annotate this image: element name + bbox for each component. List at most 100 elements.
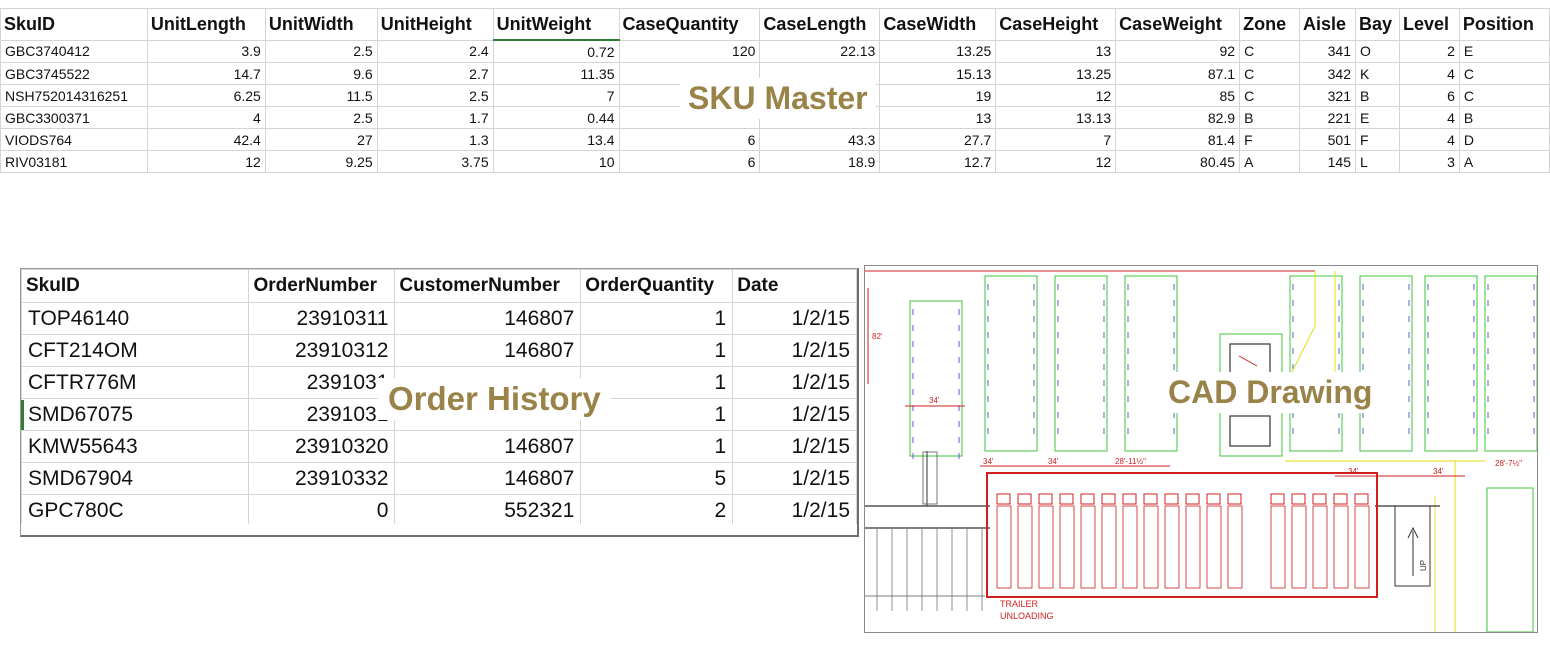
table-cell[interactable]: 92 [1115,39,1241,63]
table-cell[interactable]: 85 [1115,84,1241,107]
column-header[interactable]: OrderQuantity [580,269,734,303]
table-cell[interactable]: O [1355,39,1400,63]
table-cell[interactable]: 1/2/15 [732,494,857,527]
table-cell[interactable]: 13.4 [492,128,620,151]
table-cell[interactable]: 3.75 [376,150,494,173]
table-cell[interactable]: 321 [1299,84,1356,107]
table-cell[interactable]: 19 [879,84,997,107]
table-cell[interactable]: 13 [995,39,1117,63]
table-cell[interactable]: 15.13 [879,62,997,85]
table-cell[interactable]: GBC3740412 [0,39,148,63]
table-cell[interactable]: B [1458,106,1550,129]
table-cell[interactable]: A [1239,150,1301,173]
table-cell[interactable]: 1/2/15 [732,302,857,335]
table-cell[interactable]: K [1355,62,1400,85]
table-cell[interactable]: 13.25 [995,62,1117,85]
table-cell[interactable]: 2 [1398,39,1460,63]
column-header[interactable]: CaseHeight [995,8,1117,41]
table-cell[interactable]: RIV03181 [0,150,148,173]
table-cell[interactable]: 23910311 [248,302,396,335]
table-cell[interactable]: 1.3 [376,128,494,151]
column-header[interactable]: SkuID [21,269,250,303]
table-cell[interactable]: 6 [618,150,761,173]
table-cell[interactable]: 146807 [394,430,582,463]
table-cell[interactable]: C [1458,62,1550,85]
table-cell[interactable]: 0.44 [492,106,620,129]
table-cell[interactable]: 1/2/15 [732,430,857,463]
table-cell[interactable]: 146807 [394,334,582,367]
table-cell[interactable]: 2.4 [376,39,494,63]
table-cell[interactable]: 27.7 [879,128,997,151]
table-cell[interactable]: 12 [995,150,1117,173]
table-cell[interactable]: 146807 [394,302,582,335]
table-cell[interactable]: 2.7 [376,62,494,85]
column-header[interactable]: Bay [1355,8,1400,41]
table-cell[interactable]: GBC3745522 [0,62,148,85]
column-header[interactable]: CaseQuantity [618,8,761,41]
table-cell[interactable]: CFTR776M [21,366,250,399]
table-cell[interactable]: 12.7 [879,150,997,173]
table-cell[interactable]: 2.5 [264,106,378,129]
table-cell[interactable]: 145 [1299,150,1356,173]
table-cell[interactable]: 4 [1398,106,1460,129]
table-cell[interactable]: CFT214OM [21,334,250,367]
table-cell[interactable]: 501 [1299,128,1356,151]
table-cell[interactable]: 11.5 [264,84,378,107]
table-cell[interactable]: C [1458,84,1550,107]
column-header[interactable]: UnitWidth [264,8,378,41]
table-cell[interactable]: C [1239,84,1301,107]
table-cell[interactable]: L [1355,150,1400,173]
table-cell[interactable]: 5 [580,462,734,495]
table-cell[interactable]: 42.4 [146,128,266,151]
column-header[interactable]: UnitHeight [376,8,494,41]
table-cell[interactable]: 18.9 [759,150,881,173]
table-cell[interactable]: 6 [1398,84,1460,107]
column-header[interactable]: OrderNumber [248,269,396,303]
column-header[interactable]: Date [732,269,857,303]
table-cell[interactable]: D [1458,128,1550,151]
column-header[interactable]: CaseWeight [1115,8,1241,41]
table-cell[interactable]: 43.3 [759,128,881,151]
table-cell[interactable]: 3.9 [146,39,266,63]
column-header[interactable]: Zone [1239,8,1301,41]
table-cell[interactable]: 82.9 [1115,106,1241,129]
table-cell[interactable]: 13 [879,106,997,129]
table-cell[interactable]: SMD67904 [21,462,250,495]
column-header[interactable]: UnitLength [146,8,266,41]
table-cell[interactable]: 221 [1299,106,1356,129]
table-cell[interactable]: 6.25 [146,84,266,107]
table-cell[interactable]: B [1355,84,1400,107]
table-cell[interactable]: 552321 [394,494,582,527]
table-cell[interactable]: GBC3300371 [0,106,148,129]
table-cell[interactable]: TOP46140 [21,302,250,335]
table-cell[interactable]: A [1458,150,1550,173]
table-cell[interactable]: 1/2/15 [732,462,857,495]
table-cell[interactable]: 27 [264,128,378,151]
table-cell[interactable]: 23910320 [248,430,396,463]
table-cell[interactable]: 4 [146,106,266,129]
table-cell[interactable]: 10 [492,150,620,173]
table-cell[interactable]: 80.45 [1115,150,1241,173]
column-header[interactable]: SkuID [0,8,148,41]
table-cell[interactable]: 2391031 [248,398,396,431]
table-cell[interactable]: 9.6 [264,62,378,85]
table-cell[interactable]: 1/2/15 [732,334,857,367]
table-cell[interactable]: 1.7 [376,106,494,129]
table-cell[interactable]: 23910312 [248,334,396,367]
table-cell[interactable]: NSH752014316251 [0,84,148,107]
table-cell[interactable]: 14.7 [146,62,266,85]
table-cell[interactable]: C [1239,62,1301,85]
table-cell[interactable]: 2391031 [248,366,396,399]
table-cell[interactable]: 1/2/15 [732,398,857,431]
table-cell[interactable]: 7 [995,128,1117,151]
table-cell[interactable]: 9.25 [264,150,378,173]
table-cell[interactable]: 1 [580,334,734,367]
table-cell[interactable]: 3 [1398,150,1460,173]
table-cell[interactable]: B [1239,106,1301,129]
table-cell[interactable]: 120 [618,39,761,63]
table-cell[interactable]: E [1355,106,1400,129]
column-header[interactable]: Aisle [1299,8,1356,41]
table-cell[interactable]: 341 [1299,39,1356,63]
table-cell[interactable]: 13.13 [995,106,1117,129]
table-cell[interactable]: 342 [1299,62,1356,85]
